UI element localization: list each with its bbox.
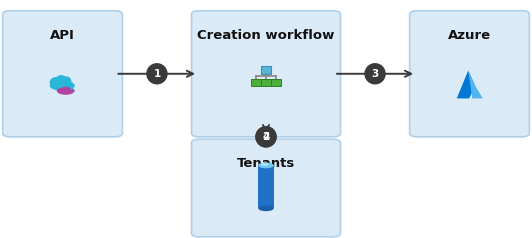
Polygon shape <box>457 71 475 99</box>
Ellipse shape <box>258 205 274 211</box>
Text: Creation workflow: Creation workflow <box>197 29 335 42</box>
Ellipse shape <box>49 80 75 91</box>
Ellipse shape <box>256 127 276 147</box>
Ellipse shape <box>60 76 71 86</box>
FancyBboxPatch shape <box>261 66 271 74</box>
Text: Tenants: Tenants <box>237 157 295 170</box>
Ellipse shape <box>147 64 167 84</box>
Ellipse shape <box>261 163 269 166</box>
Text: 3: 3 <box>371 69 379 79</box>
FancyBboxPatch shape <box>261 79 271 86</box>
Polygon shape <box>468 71 483 99</box>
FancyBboxPatch shape <box>271 79 281 86</box>
Ellipse shape <box>49 77 62 87</box>
FancyBboxPatch shape <box>192 139 340 237</box>
Ellipse shape <box>258 163 274 168</box>
FancyBboxPatch shape <box>192 11 340 137</box>
Text: 1: 1 <box>153 69 161 79</box>
Ellipse shape <box>256 127 276 147</box>
Circle shape <box>57 87 74 95</box>
FancyBboxPatch shape <box>3 11 122 137</box>
Bar <box>258 165 274 208</box>
FancyBboxPatch shape <box>410 11 529 137</box>
Text: Azure: Azure <box>448 29 491 42</box>
FancyBboxPatch shape <box>251 79 261 86</box>
Text: 4: 4 <box>262 132 270 142</box>
Ellipse shape <box>56 75 66 84</box>
Text: 2: 2 <box>262 132 270 142</box>
Ellipse shape <box>365 64 385 84</box>
Text: API: API <box>50 29 75 42</box>
